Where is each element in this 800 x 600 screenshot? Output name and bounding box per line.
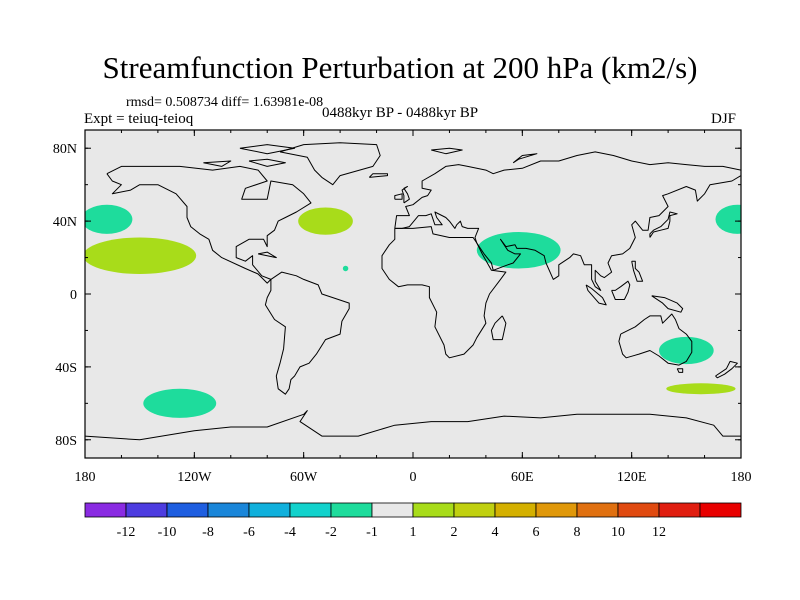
colorbar-swatch xyxy=(371,502,414,518)
coastline-15 xyxy=(715,360,738,379)
anomaly-north-pacific-subtropics xyxy=(85,237,197,274)
anomaly-middle-east xyxy=(476,232,561,269)
coastline-2 xyxy=(279,142,381,186)
anomaly-south-pacific xyxy=(666,383,736,395)
stats-text: rmsd= 0.508734 diff= 1.63981e-08 xyxy=(126,95,324,110)
colorbar-label: -6 xyxy=(243,525,255,540)
coastline-1 xyxy=(264,271,350,395)
colorbar-label: 4 xyxy=(492,525,499,540)
coastline-12 xyxy=(585,284,607,306)
anomaly-north-pacific-west xyxy=(715,204,741,234)
coastline-20 xyxy=(239,144,296,155)
colorbar-label: 1 xyxy=(410,525,417,540)
x-tick-label: 180 xyxy=(731,470,752,485)
colorbar-label: 8 xyxy=(574,525,581,540)
coastline-21 xyxy=(512,153,538,164)
coastline-5 xyxy=(618,313,693,366)
period-label: 0488kyr BP - 0488kyr BP xyxy=(322,105,479,121)
coastline-22 xyxy=(431,147,463,155)
colorbar-label: 10 xyxy=(611,525,625,540)
coastline-9 xyxy=(368,173,388,178)
anomaly-australia xyxy=(659,336,714,365)
colorbar-swatch xyxy=(617,502,660,518)
coastline-7 xyxy=(401,186,410,204)
coastline-6 xyxy=(85,410,741,441)
anomaly-layer xyxy=(85,204,741,418)
colorbar-swatch xyxy=(412,502,455,518)
coastline-layer xyxy=(85,142,741,441)
coastline-19 xyxy=(203,160,232,167)
colorbar-label: -8 xyxy=(202,525,214,540)
colorbar-label: -10 xyxy=(158,525,177,540)
colorbar-swatch xyxy=(658,502,701,518)
colorbar-swatch xyxy=(289,502,332,518)
coastline-10 xyxy=(649,211,678,238)
colorbar-swatch xyxy=(494,502,537,518)
colorbar-swatch xyxy=(330,502,373,518)
coastline-3 xyxy=(381,226,507,359)
coastline-14 xyxy=(651,295,684,313)
x-tick-label: 120W xyxy=(177,470,212,485)
colorbar-swatch xyxy=(166,502,209,518)
y-tick-label: 80N xyxy=(53,142,77,157)
colorbar-swatch xyxy=(699,502,742,518)
anomaly-tropical-atlantic xyxy=(342,265,349,272)
y-tick-label: 0 xyxy=(70,288,77,303)
experiment-label: Expt = teiuq-teioq xyxy=(84,111,194,127)
coastline-18 xyxy=(248,158,286,167)
y-tick-label: 40S xyxy=(55,361,77,376)
x-tick-label: 60E xyxy=(511,470,534,485)
colorbar-label: 6 xyxy=(533,525,540,540)
colorbar-swatch xyxy=(84,502,127,518)
coastline-4 xyxy=(394,151,741,291)
colorbar-swatch xyxy=(248,502,291,518)
colorbar: -12 -10 -8 -6 -4 -2 -1 1 2 4 6 8 10 12 xyxy=(84,502,742,540)
colorbar-label: -2 xyxy=(325,525,337,540)
colorbar-label: 12 xyxy=(652,525,666,540)
coastline-13 xyxy=(611,280,631,300)
colorbar-label: 2 xyxy=(451,525,458,540)
x-tick-label: 180 xyxy=(75,470,96,485)
anomaly-southeast-pacific xyxy=(143,388,217,418)
x-tick-label: 0 xyxy=(410,470,417,485)
colorbar-swatch xyxy=(453,502,496,518)
coastline-8 xyxy=(394,193,403,200)
coastline-16 xyxy=(258,251,277,259)
y-tick-label: 40N xyxy=(53,215,77,230)
colorbar-swatch xyxy=(535,502,578,518)
colorbar-swatch xyxy=(576,502,619,518)
colorbar-label: -1 xyxy=(366,525,378,540)
coastline-23 xyxy=(676,368,684,373)
anomaly-north-atlantic xyxy=(298,207,353,235)
colorbar-label: -4 xyxy=(284,525,296,540)
coastline-0 xyxy=(106,165,312,284)
colorbar-label: -12 xyxy=(117,525,136,540)
coastline-17 xyxy=(631,260,644,282)
anomaly-north-pacific-east xyxy=(85,204,133,234)
colorbar-swatch xyxy=(125,502,168,518)
colorbar-swatch xyxy=(207,502,250,518)
axis-layer: 180 120W 60W 0 60E 120E 180 80N 40N 0 40S 80S xyxy=(53,130,752,485)
x-tick-label: 120E xyxy=(617,470,647,485)
season-label: DJF xyxy=(711,111,737,127)
chart-title: Streamfunction Perturbation at 200 hPa (… xyxy=(102,50,698,85)
y-tick-label: 80S xyxy=(55,434,77,449)
coastline-11 xyxy=(490,315,507,341)
x-tick-label: 60W xyxy=(290,470,318,485)
